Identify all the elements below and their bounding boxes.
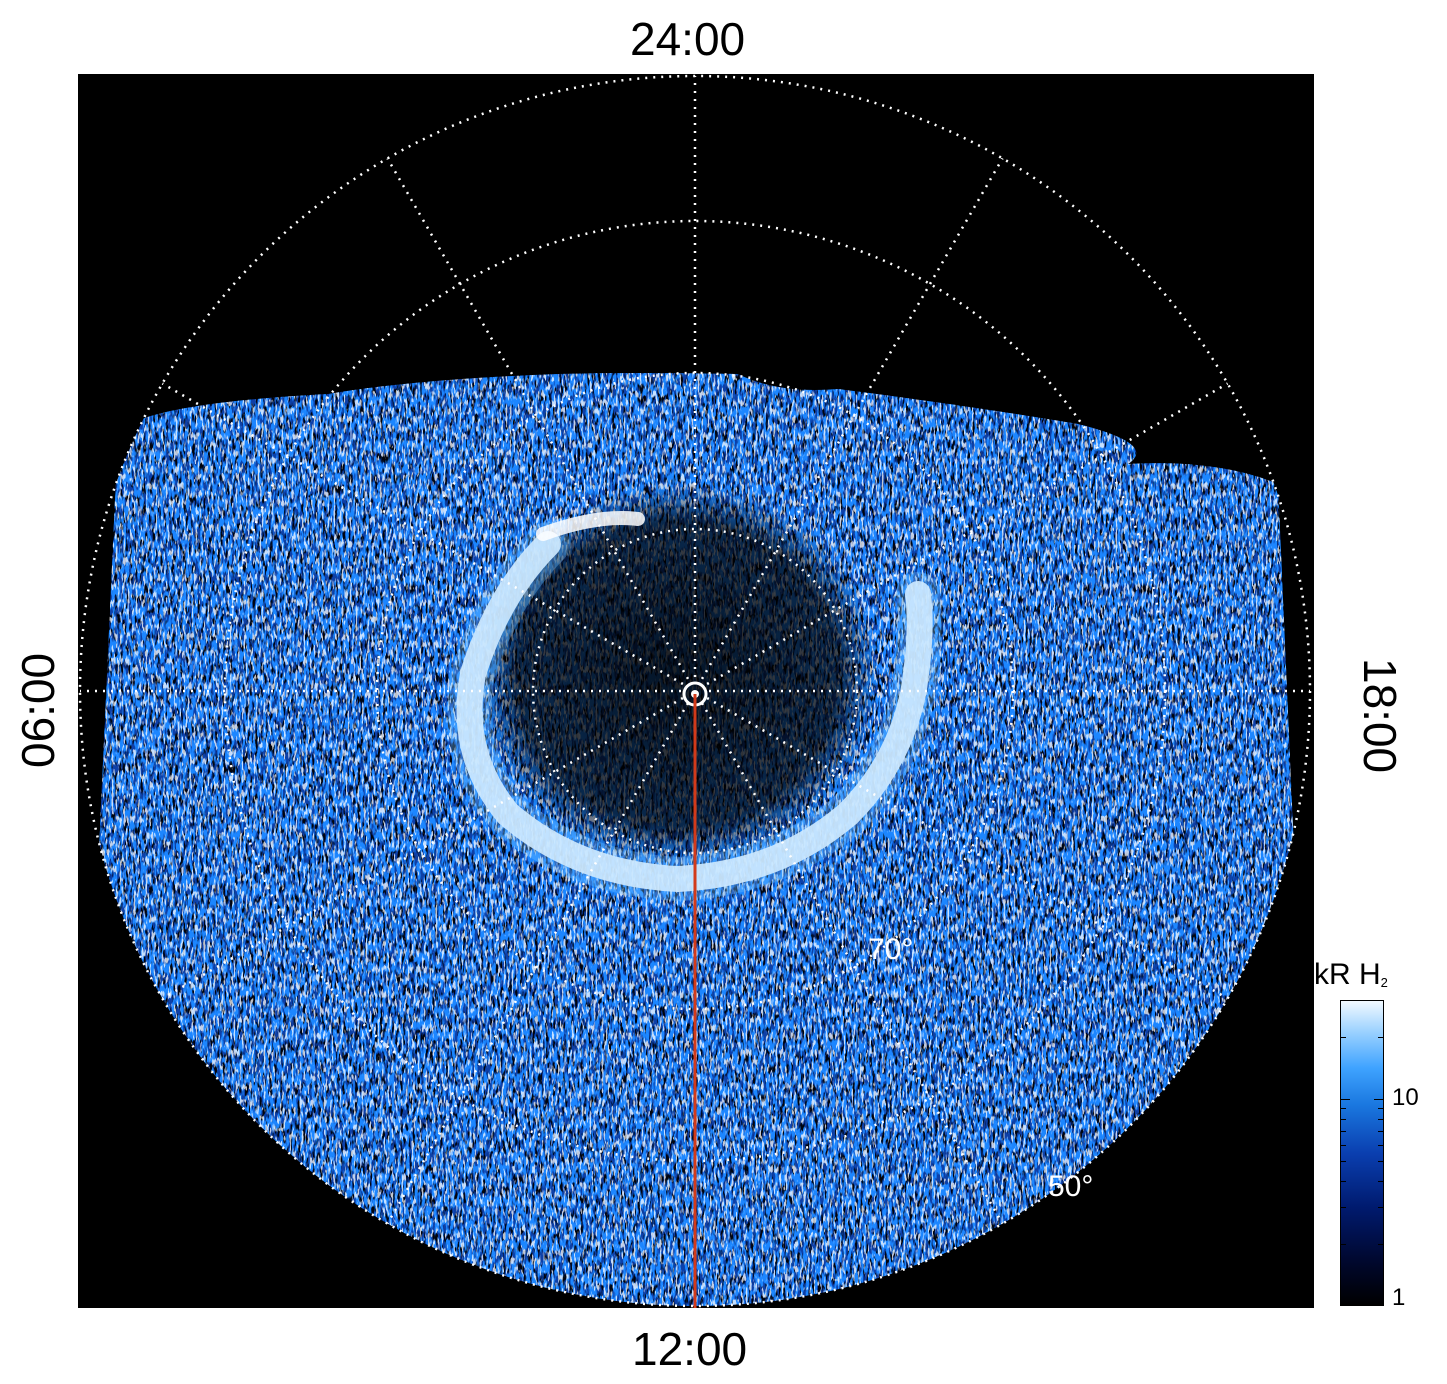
colorbar-title-text: kR H	[1314, 958, 1381, 991]
colorbar-title: kR H2	[1314, 958, 1388, 992]
auroral-oval	[456, 531, 933, 893]
local-time-label-right: 18:00	[1354, 658, 1406, 774]
latitude-label-50: 50°	[1048, 1170, 1093, 1203]
colorbar-tick-10: 10	[1392, 1084, 1419, 1111]
colorbar-minor-tick	[1378, 1036, 1384, 1038]
colorbar-minor-tick	[1340, 1119, 1346, 1121]
colorbar-minor-tick	[1378, 1108, 1384, 1110]
colorbar-minor-tick	[1378, 1243, 1384, 1245]
latitude-label-70: 70°	[868, 933, 913, 966]
colorbar-minor-tick	[1340, 1108, 1346, 1110]
colorbar-minor-tick	[1340, 1036, 1346, 1038]
colorbar	[1340, 1000, 1384, 1306]
colorbar-minor-tick	[1378, 1207, 1384, 1209]
colorbar-minor-tick	[1378, 1181, 1384, 1183]
colorbar-minor-tick	[1378, 1119, 1384, 1121]
local-time-label-bottom: 12:00	[632, 1323, 748, 1375]
colorbar-minor-tick	[1340, 1144, 1346, 1146]
colorbar-major-tick-right	[1374, 1099, 1384, 1100]
colorbar-minor-tick	[1378, 1131, 1384, 1133]
grid-circle-80	[531, 527, 859, 855]
colorbar-minor-tick	[1340, 1161, 1346, 1163]
colorbar-minor-tick	[1340, 1243, 1346, 1245]
local-time-label-left: 06:00	[12, 652, 64, 768]
auroral-polar-projection: 70° 50°	[78, 74, 1312, 1308]
colorbar-title-subscript: 2	[1380, 975, 1388, 990]
colorbar-minor-tick	[1378, 1161, 1384, 1163]
colorbar-major-tick-left	[1340, 1099, 1350, 1100]
colorbar-minor-tick	[1378, 1144, 1384, 1146]
auroral-image-panel: 70° 50°	[78, 74, 1314, 1308]
colorbar-tick-1: 1	[1392, 1284, 1406, 1311]
colorbar-minor-tick	[1340, 1207, 1346, 1209]
colorbar-minor-tick	[1340, 1131, 1346, 1133]
local-time-label-top: 24:00	[630, 13, 746, 65]
colorbar-minor-tick	[1340, 1181, 1346, 1183]
